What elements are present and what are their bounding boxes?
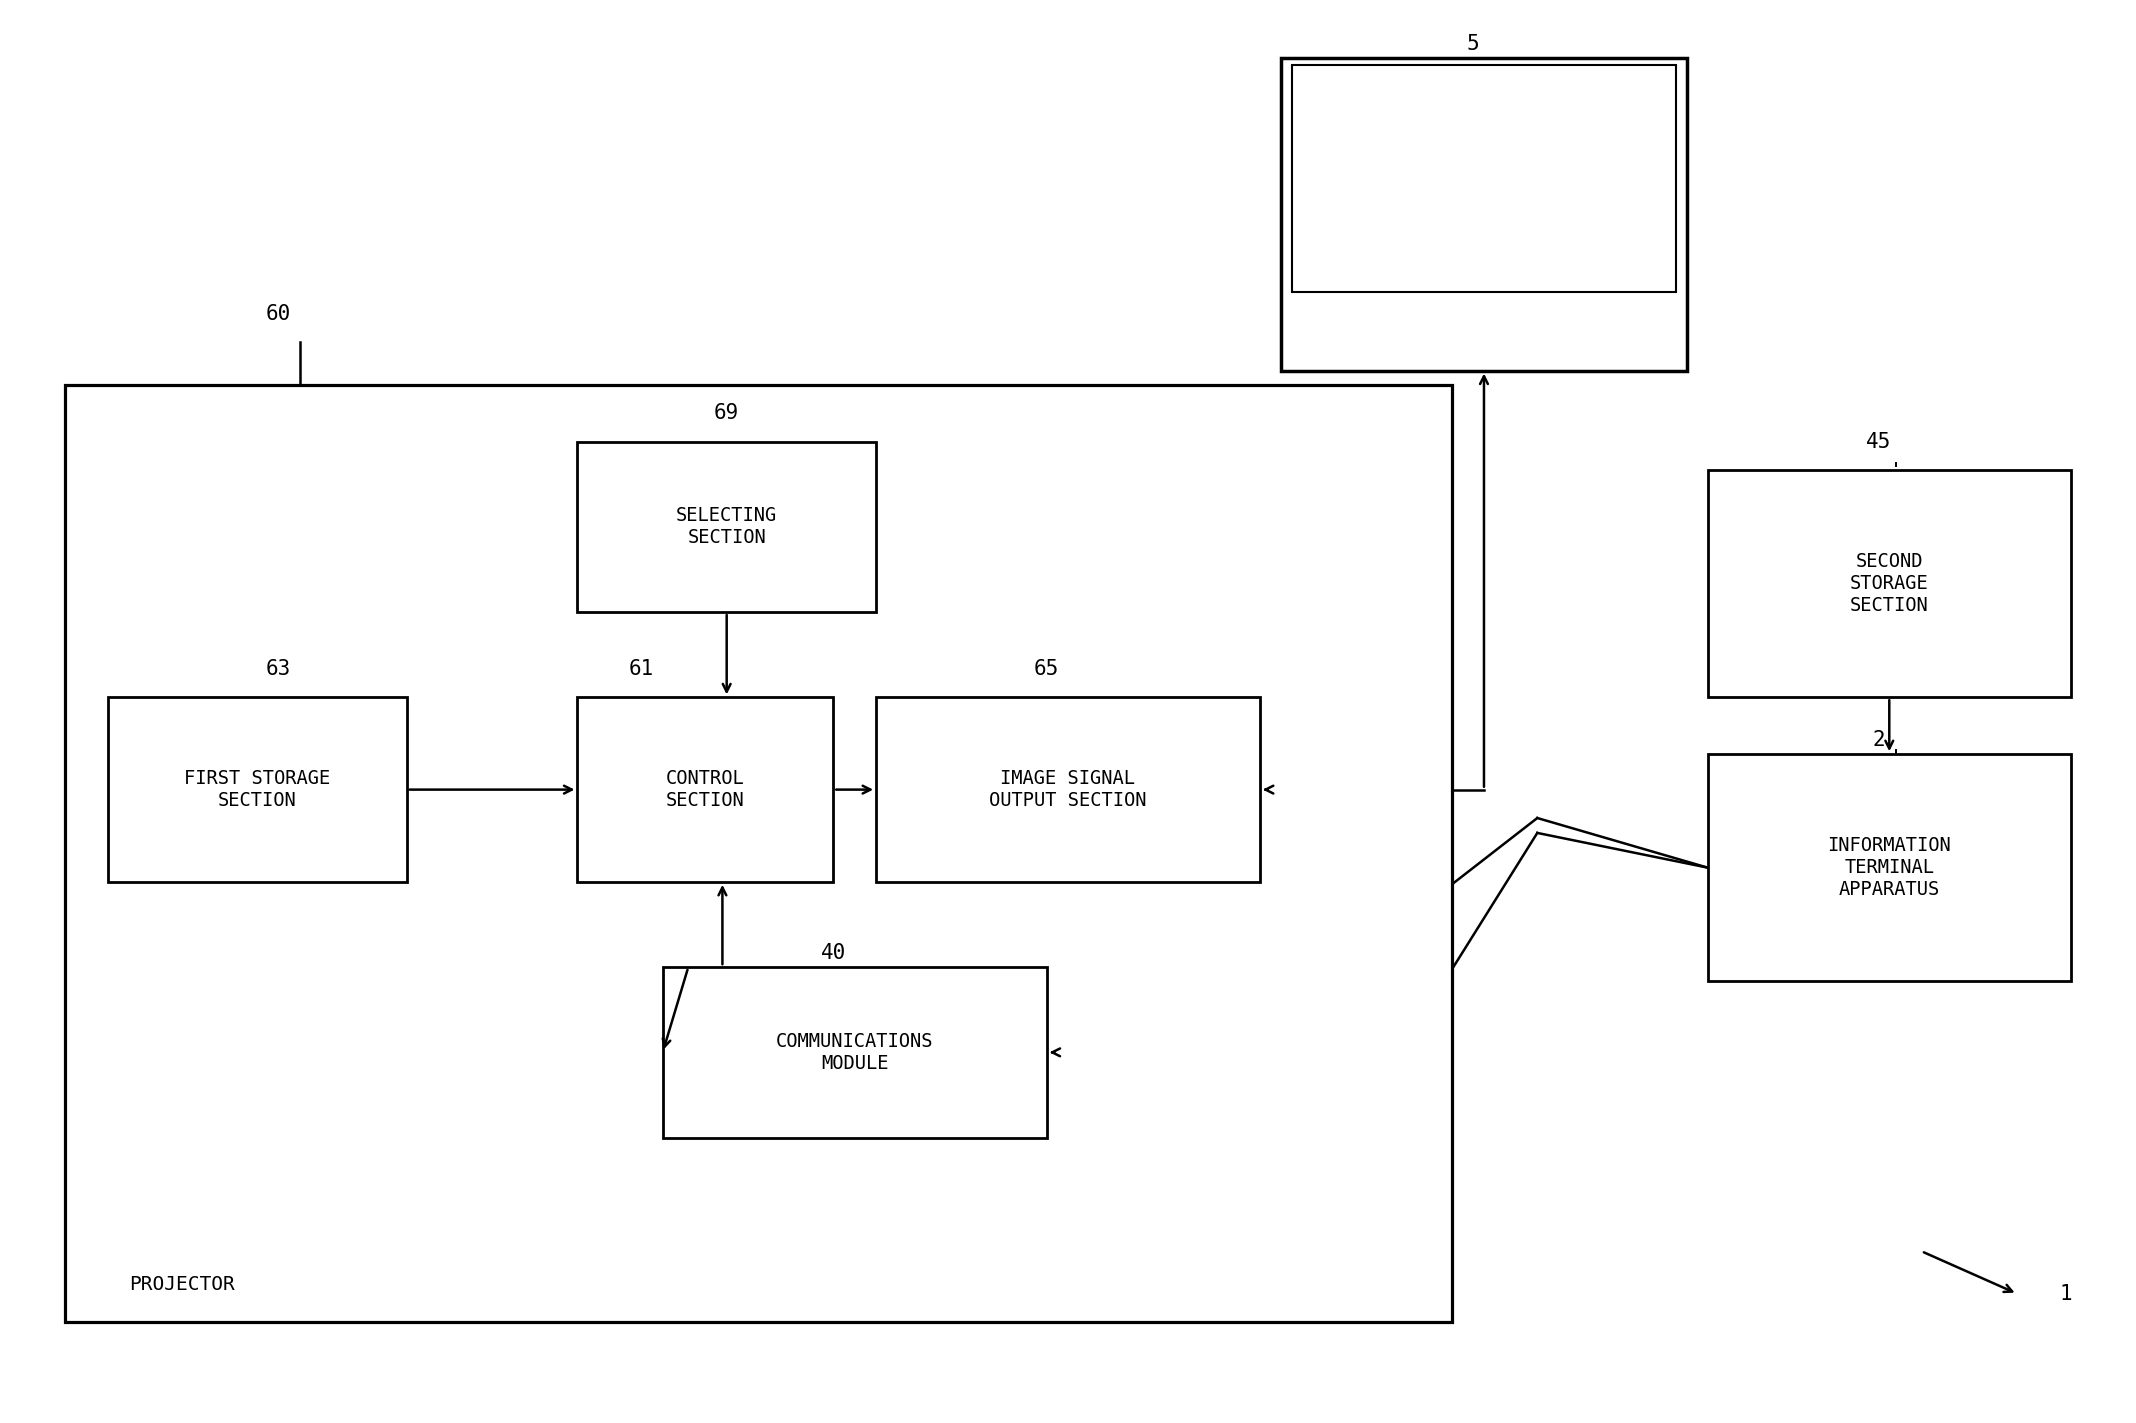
Bar bbox=[1709, 754, 2070, 982]
Text: 40: 40 bbox=[820, 943, 846, 963]
Text: COMMUNICATIONS
MODULE: COMMUNICATIONS MODULE bbox=[775, 1032, 933, 1073]
Bar bbox=[66, 384, 1452, 1322]
Bar bbox=[662, 968, 1047, 1137]
Text: PROJECTOR: PROJECTOR bbox=[130, 1275, 235, 1294]
Text: SELECTING
SECTION: SELECTING SECTION bbox=[677, 507, 778, 548]
Text: INFORMATION
TERMINAL
APPARATUS: INFORMATION TERMINAL APPARATUS bbox=[1828, 837, 1950, 899]
Bar bbox=[577, 697, 833, 882]
Text: SECOND
STORAGE
SECTION: SECOND STORAGE SECTION bbox=[1850, 552, 1929, 615]
Bar bbox=[1709, 470, 2070, 697]
Bar bbox=[1282, 58, 1687, 370]
Text: 69: 69 bbox=[713, 403, 739, 423]
Bar bbox=[1292, 65, 1677, 292]
Bar bbox=[876, 697, 1260, 882]
Text: CONTROL
SECTION: CONTROL SECTION bbox=[666, 768, 745, 810]
Text: 1: 1 bbox=[2059, 1284, 2072, 1303]
Bar bbox=[109, 697, 406, 882]
Text: 61: 61 bbox=[628, 659, 654, 679]
Text: IMAGE SIGNAL
OUTPUT SECTION: IMAGE SIGNAL OUTPUT SECTION bbox=[989, 768, 1147, 810]
Bar bbox=[577, 441, 876, 612]
Text: 45: 45 bbox=[1867, 431, 1890, 451]
Text: 2: 2 bbox=[1873, 730, 1884, 750]
Text: 65: 65 bbox=[1034, 659, 1059, 679]
Text: 63: 63 bbox=[267, 659, 290, 679]
Text: 5: 5 bbox=[1467, 34, 1480, 54]
Text: 60: 60 bbox=[267, 305, 290, 324]
Text: FIRST STORAGE
SECTION: FIRST STORAGE SECTION bbox=[184, 768, 331, 810]
